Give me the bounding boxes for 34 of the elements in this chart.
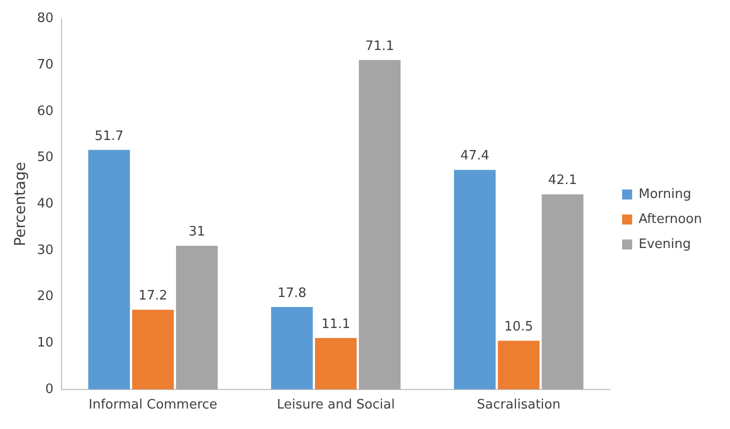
data-label: 31 — [188, 224, 206, 240]
y-tick-label: 40 — [36, 196, 54, 212]
bar — [542, 194, 584, 390]
bar — [498, 340, 540, 390]
legend-label: Evening — [638, 236, 691, 252]
data-label: 11.1 — [321, 316, 350, 332]
data-label: 51.7 — [94, 128, 124, 144]
bar — [132, 310, 174, 390]
x-tick-label: Sacralisation — [476, 398, 560, 413]
y-tick-label: 80 — [36, 11, 54, 26]
data-label: 71.1 — [365, 38, 394, 54]
bar — [271, 306, 313, 390]
bar — [88, 150, 130, 390]
y-tick-label: 50 — [36, 150, 54, 166]
y-tick-label: 20 — [36, 289, 54, 304]
bar — [176, 246, 218, 390]
bar — [454, 170, 496, 390]
legend-label: Morning — [638, 186, 692, 202]
y-tick-label: 30 — [36, 242, 54, 258]
data-label: 42.1 — [548, 173, 578, 188]
x-tick-label: Informal Commerce — [88, 398, 218, 413]
y-tick-label: 10 — [36, 335, 54, 350]
data-label: 10.5 — [504, 320, 534, 335]
x-tick-label: Leisure and Social — [276, 398, 395, 413]
y-tick-label: 0 — [45, 382, 54, 397]
legend-label: Afternoon — [638, 212, 702, 227]
y-tick-label: 70 — [36, 58, 54, 72]
data-label: 17.8 — [277, 286, 306, 301]
y-tick-label: 60 — [36, 104, 54, 119]
data-label: 47.4 — [460, 148, 490, 164]
y-axis-title: Percentage — [10, 162, 29, 246]
bar — [358, 60, 401, 390]
bar — [314, 338, 357, 390]
data-label: 17.2 — [138, 288, 168, 304]
